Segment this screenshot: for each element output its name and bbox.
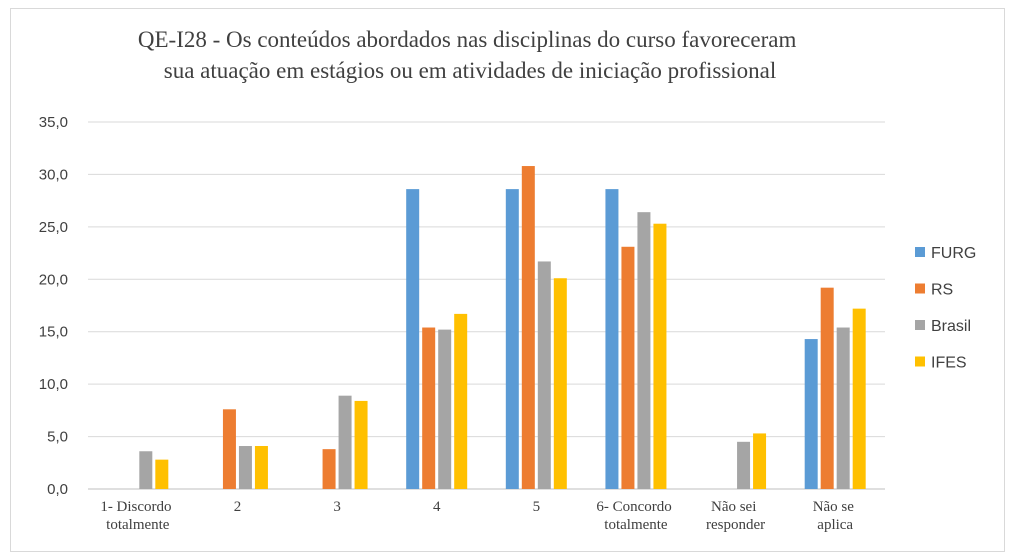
- y-tick-label: 0,0: [47, 481, 68, 498]
- y-tick-label: 25,0: [39, 219, 68, 236]
- y-tick-label: 35,0: [39, 114, 68, 131]
- legend-label: IFES: [931, 355, 967, 372]
- x-tick-label: 4: [433, 499, 441, 515]
- y-tick-label: 20,0: [39, 271, 68, 288]
- legend-swatch: [915, 320, 925, 330]
- bar: [354, 400, 368, 489]
- bar: [605, 189, 619, 489]
- bar: [653, 223, 667, 489]
- bar: [753, 433, 767, 489]
- bar: [322, 449, 336, 489]
- bar: [338, 395, 352, 489]
- legend-swatch: [915, 283, 925, 294]
- x-tick-label: 3: [333, 499, 341, 515]
- bar: [637, 212, 651, 490]
- legend-swatch: [915, 356, 925, 367]
- bar: [521, 166, 535, 490]
- y-tick-label: 10,0: [39, 376, 68, 393]
- legend-label: RS: [931, 282, 953, 299]
- bar: [820, 287, 834, 489]
- y-tick-label: 5,0: [47, 429, 68, 446]
- bar: [737, 441, 751, 489]
- x-tick-label: 6- Concordo totalmente: [596, 499, 675, 533]
- bar: [852, 308, 866, 489]
- x-tick-label: Não se aplica: [813, 499, 858, 533]
- bar: [553, 278, 567, 489]
- bar: [537, 261, 551, 489]
- bar: [406, 189, 420, 489]
- x-tick-label: 5: [533, 499, 541, 515]
- bar: [621, 246, 635, 489]
- bar: [222, 409, 236, 489]
- x-tick-label: Não sei responder: [706, 499, 765, 533]
- chart-title: QE-I28 - Os conteúdos abordados nas disc…: [138, 27, 802, 83]
- bar: [155, 459, 169, 489]
- x-tick-label: 1- Discordo totalmente: [100, 499, 175, 533]
- legend-swatch: [915, 247, 925, 257]
- bar: [139, 451, 153, 489]
- bar: [505, 189, 519, 489]
- y-tick-label: 15,0: [39, 324, 68, 341]
- bar: [254, 446, 268, 489]
- bar: [804, 339, 818, 489]
- legend-label: FURG: [931, 245, 976, 262]
- legend-label: Brasil: [931, 318, 971, 335]
- bar: [422, 327, 436, 489]
- x-tick-label: 2: [234, 499, 242, 515]
- bar: [438, 329, 452, 489]
- y-tick-label: 30,0: [39, 166, 68, 183]
- bar: [238, 446, 252, 489]
- bar: [836, 327, 850, 489]
- bar: [454, 313, 468, 489]
